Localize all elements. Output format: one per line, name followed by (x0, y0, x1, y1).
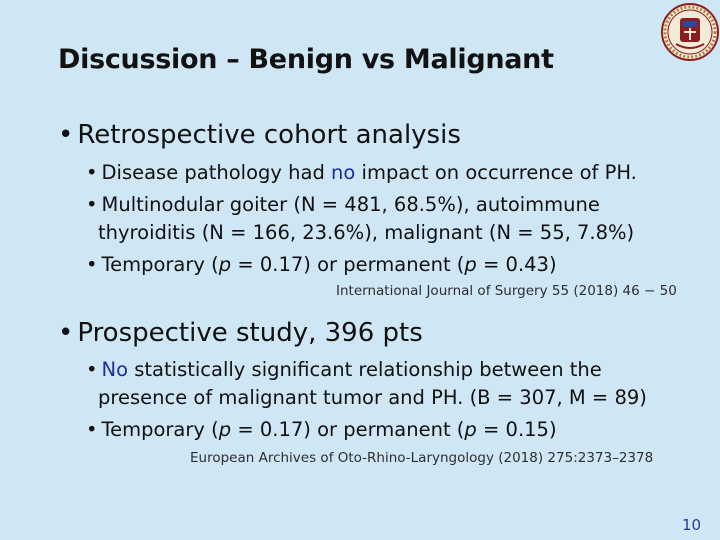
item-text: Multinodular goiter (N = 481, 68.5%), au… (101, 193, 600, 216)
item-text: = 0.15) (476, 418, 557, 441)
item-text: Temporary ( (101, 253, 219, 276)
reference-1: International Journal of Surgery 55 (201… (336, 283, 677, 299)
bullet: • (86, 358, 98, 381)
section1-item-2-cont: thyroiditis (N = 166, 23.6%), malignant … (98, 221, 635, 244)
p-symbol: p (464, 253, 477, 276)
item-text: Disease pathology had (101, 161, 332, 184)
reference-2: European Archives of Oto-Rhino-Laryngolo… (190, 450, 654, 466)
section2-heading-text: Prospective study, 396 pts (77, 318, 423, 348)
section2-item-2: • Temporary (p = 0.17) or permanent (p = … (86, 416, 557, 444)
item-text: = 0.43) (476, 253, 557, 276)
p-symbol: p (218, 418, 232, 441)
bullet: • (86, 161, 98, 184)
p-symbol: p (464, 418, 477, 441)
item-text: = 0.17) or permanent ( (231, 418, 465, 441)
item-text: = 0.17) or permanent ( (231, 253, 465, 276)
university-seal-icon (661, 3, 719, 61)
section1-heading: • Retrospective cohort analysis (58, 120, 461, 150)
bullet: • (58, 318, 74, 348)
slide-title: Discussion – Benign vs Malignant (58, 44, 554, 75)
p-symbol: p (218, 253, 232, 276)
bullet: • (86, 253, 98, 276)
bullet: • (86, 418, 98, 441)
page-number: 10 (682, 516, 702, 534)
highlight-word: no (331, 161, 356, 184)
section1-item-3: • Temporary (p = 0.17) or permanent (p = … (86, 251, 557, 279)
section2-item-1: • No statistically significant relationsh… (86, 356, 602, 384)
item-text: impact on occurrence of PH. (355, 161, 637, 184)
section1-item-1: • Disease pathology had no impact on occu… (86, 159, 637, 187)
highlight-word: No (101, 358, 129, 381)
section1-heading-text: Retrospective cohort analysis (77, 120, 461, 150)
bullet: • (58, 120, 74, 150)
bullet: • (86, 193, 98, 216)
item-text: Temporary ( (101, 418, 219, 441)
section2-item-1-cont: presence of malignant tumor and PH. (B =… (98, 386, 647, 409)
item-text: statistically significant relationship b… (128, 358, 602, 381)
section2-heading: • Prospective study, 396 pts (58, 318, 423, 348)
section1-item-2: • Multinodular goiter (N = 481, 68.5%), a… (86, 191, 600, 219)
